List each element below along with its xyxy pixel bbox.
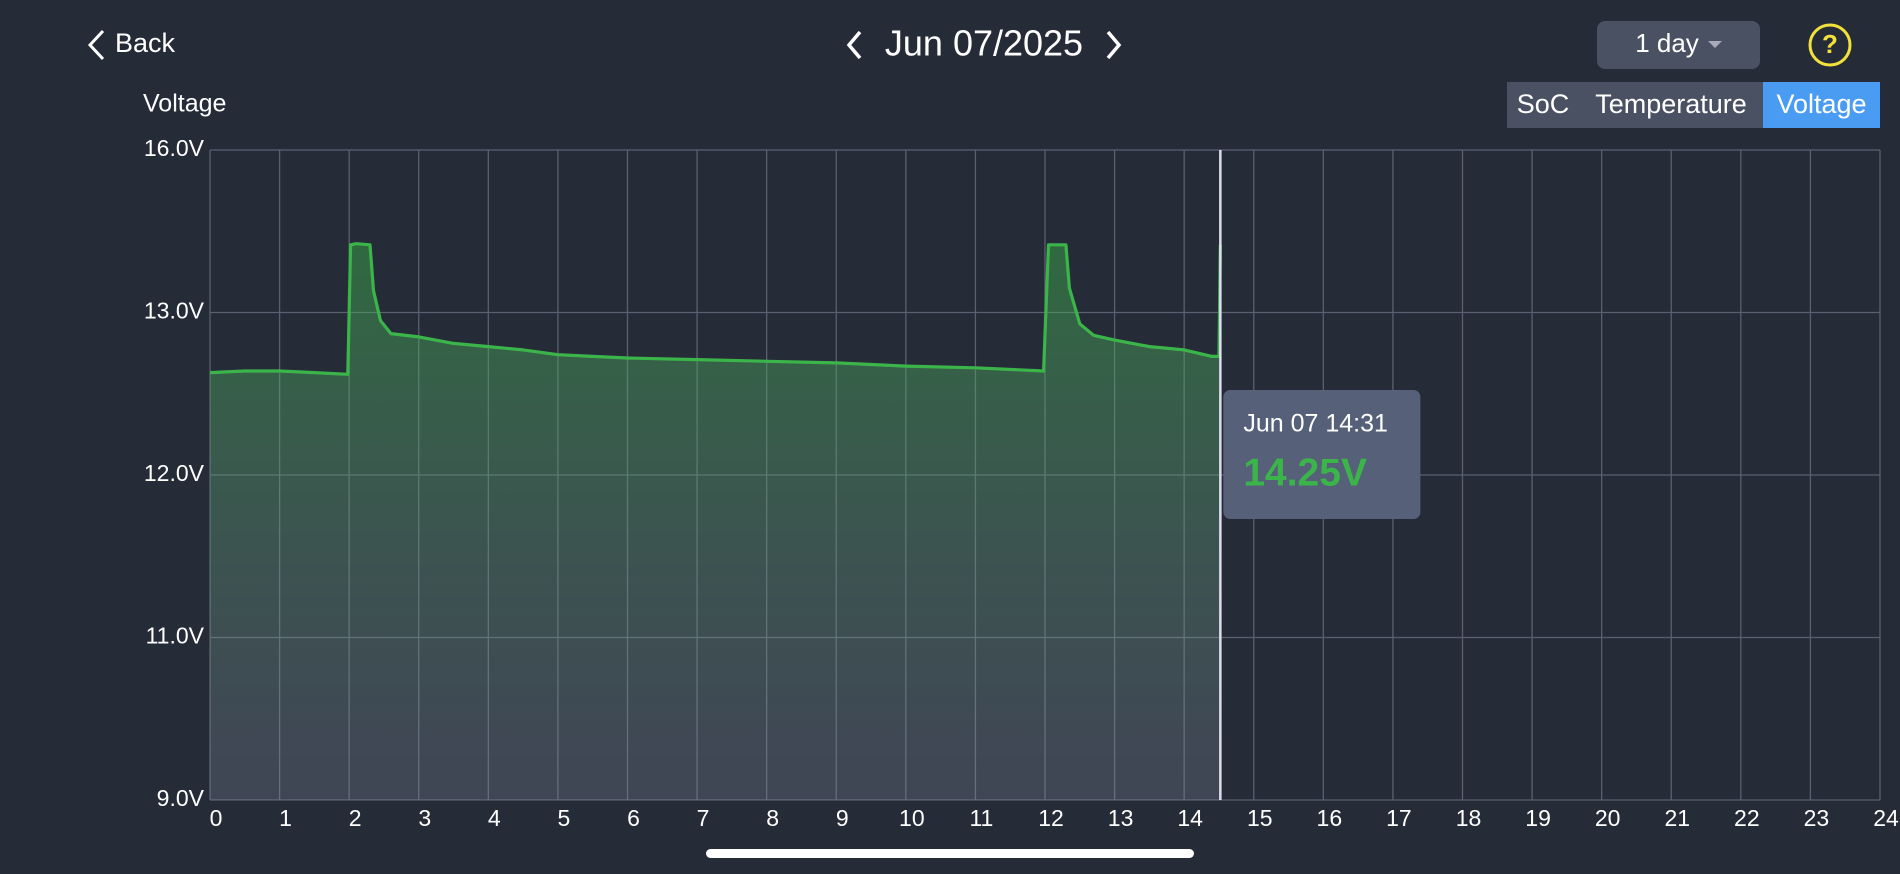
- date: Jun 07/2025: [885, 23, 1083, 64]
- y-tick-label: 9.0V: [157, 785, 205, 811]
- home-indicator: [706, 849, 1194, 858]
- x-tick-label: 11: [969, 805, 993, 831]
- tab-label: Voltage: [1776, 89, 1866, 119]
- back-label: Back: [115, 28, 176, 58]
- x-tick-label: 15: [1247, 805, 1273, 831]
- help-label: ?: [1822, 29, 1838, 59]
- tooltip-value: 14.25V: [1243, 451, 1367, 494]
- tab[interactable]: Temperature: [1579, 82, 1763, 128]
- x-tick-label: 23: [1804, 805, 1830, 831]
- y-tick-label: 11.0V: [146, 623, 205, 649]
- y-tick-label: 16.0V: [144, 135, 205, 161]
- y-axis-title: Voltage: [143, 90, 226, 118]
- x-tick-label: 20: [1595, 805, 1621, 831]
- tab-bg: [1579, 82, 1763, 128]
- x-tick-label: 17: [1386, 805, 1412, 831]
- x-tick-label: 5: [558, 805, 571, 831]
- x-tick-label: 3: [418, 805, 431, 831]
- tooltip-title: Jun 07 14:31: [1243, 410, 1388, 438]
- help-circle: [1808, 23, 1852, 67]
- x-tick-label: 6: [627, 805, 640, 831]
- tab-label: SoC: [1517, 89, 1570, 119]
- x-tick-label: 19: [1525, 805, 1551, 831]
- y-tick-label: 12.0V: [144, 460, 205, 486]
- x-tick-label: 21: [1664, 805, 1690, 831]
- x-tick-label: 22: [1734, 805, 1760, 831]
- x-tick-label: 4: [488, 805, 501, 831]
- x-tick-label: 13: [1108, 805, 1134, 831]
- x-tick-label: 18: [1456, 805, 1482, 831]
- x-tick-label: 1: [279, 805, 292, 831]
- tab-bg: [1507, 82, 1579, 128]
- x-tick-label: 7: [697, 805, 710, 831]
- x-tick-label: 16: [1317, 805, 1343, 831]
- x-tick-label: 2: [349, 805, 362, 831]
- prev-day[interactable]: [846, 30, 862, 60]
- x-tick-label: 10: [899, 805, 925, 831]
- range-label: 1 day: [1635, 28, 1699, 58]
- back-button[interactable]: Back: [87, 28, 176, 61]
- x-tick-label: 14: [1177, 805, 1203, 831]
- x-tick-label: 8: [766, 805, 779, 831]
- back-icon: [87, 29, 105, 61]
- tab[interactable]: SoC: [1507, 82, 1579, 128]
- x-tick-label: 9: [836, 805, 849, 831]
- next-day[interactable]: [1106, 30, 1122, 60]
- caret: [1708, 41, 1722, 48]
- tab-label: Temperature: [1595, 89, 1747, 119]
- line: [209, 242, 1222, 376]
- help-button[interactable]: ?: [1808, 23, 1852, 67]
- x-tick-label: 24: [1873, 805, 1899, 831]
- x-tick-label: 12: [1038, 805, 1064, 831]
- area-fill: [210, 243, 1221, 800]
- tab[interactable]: Voltage: [1763, 82, 1880, 128]
- tab-bg: [1763, 82, 1880, 128]
- range-dropdown[interactable]: 1 day: [1597, 21, 1760, 69]
- y-tick-label: 13.0V: [144, 298, 205, 324]
- tooltip: Jun 07 14:31 14.25V: [1223, 390, 1421, 519]
- range-box: [1597, 21, 1760, 69]
- x-tick-label: 0: [210, 805, 223, 831]
- tooltip-box: [1223, 390, 1421, 519]
